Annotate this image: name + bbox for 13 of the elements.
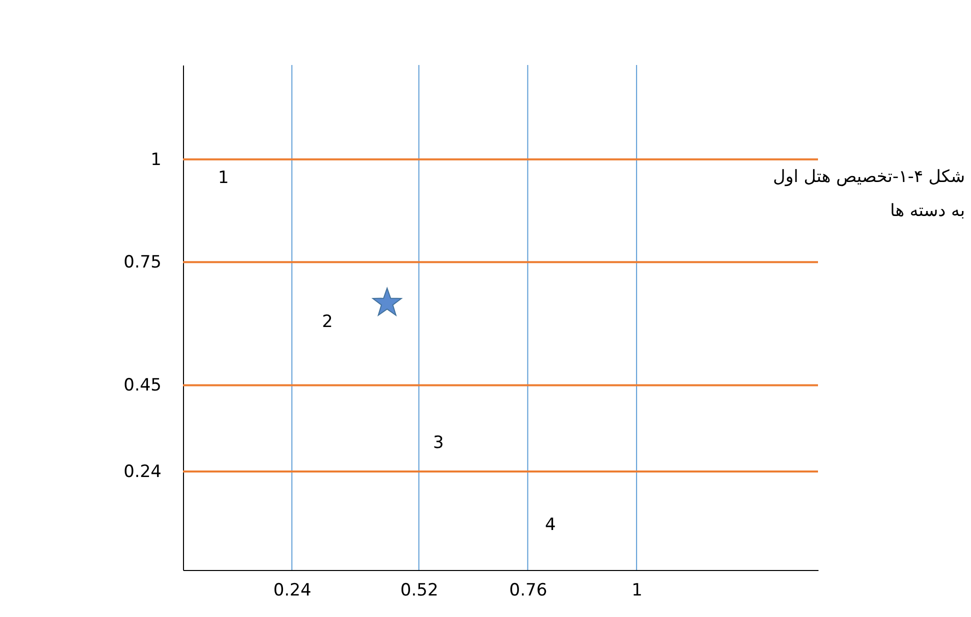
x-tick-label: 1 — [632, 580, 642, 600]
annotation: 1 — [218, 168, 229, 188]
x-tick-label: 0.24 — [273, 580, 312, 600]
text: شکل ۴-۱-تخصیص هتل اول به دسته ها — [772, 166, 965, 223]
annotation: 3 — [433, 433, 444, 453]
y-tick-label: 0.75 — [124, 252, 162, 273]
x-tick-label: 0.76 — [509, 580, 548, 600]
y-tick-label: 0.45 — [124, 376, 162, 396]
annotation: 4 — [545, 515, 556, 535]
annotation: 2 — [322, 312, 333, 332]
x-tick-label: 0.52 — [400, 580, 438, 600]
y-tick-label: 1 — [150, 150, 162, 170]
y-tick-label: 0.24 — [124, 462, 162, 482]
